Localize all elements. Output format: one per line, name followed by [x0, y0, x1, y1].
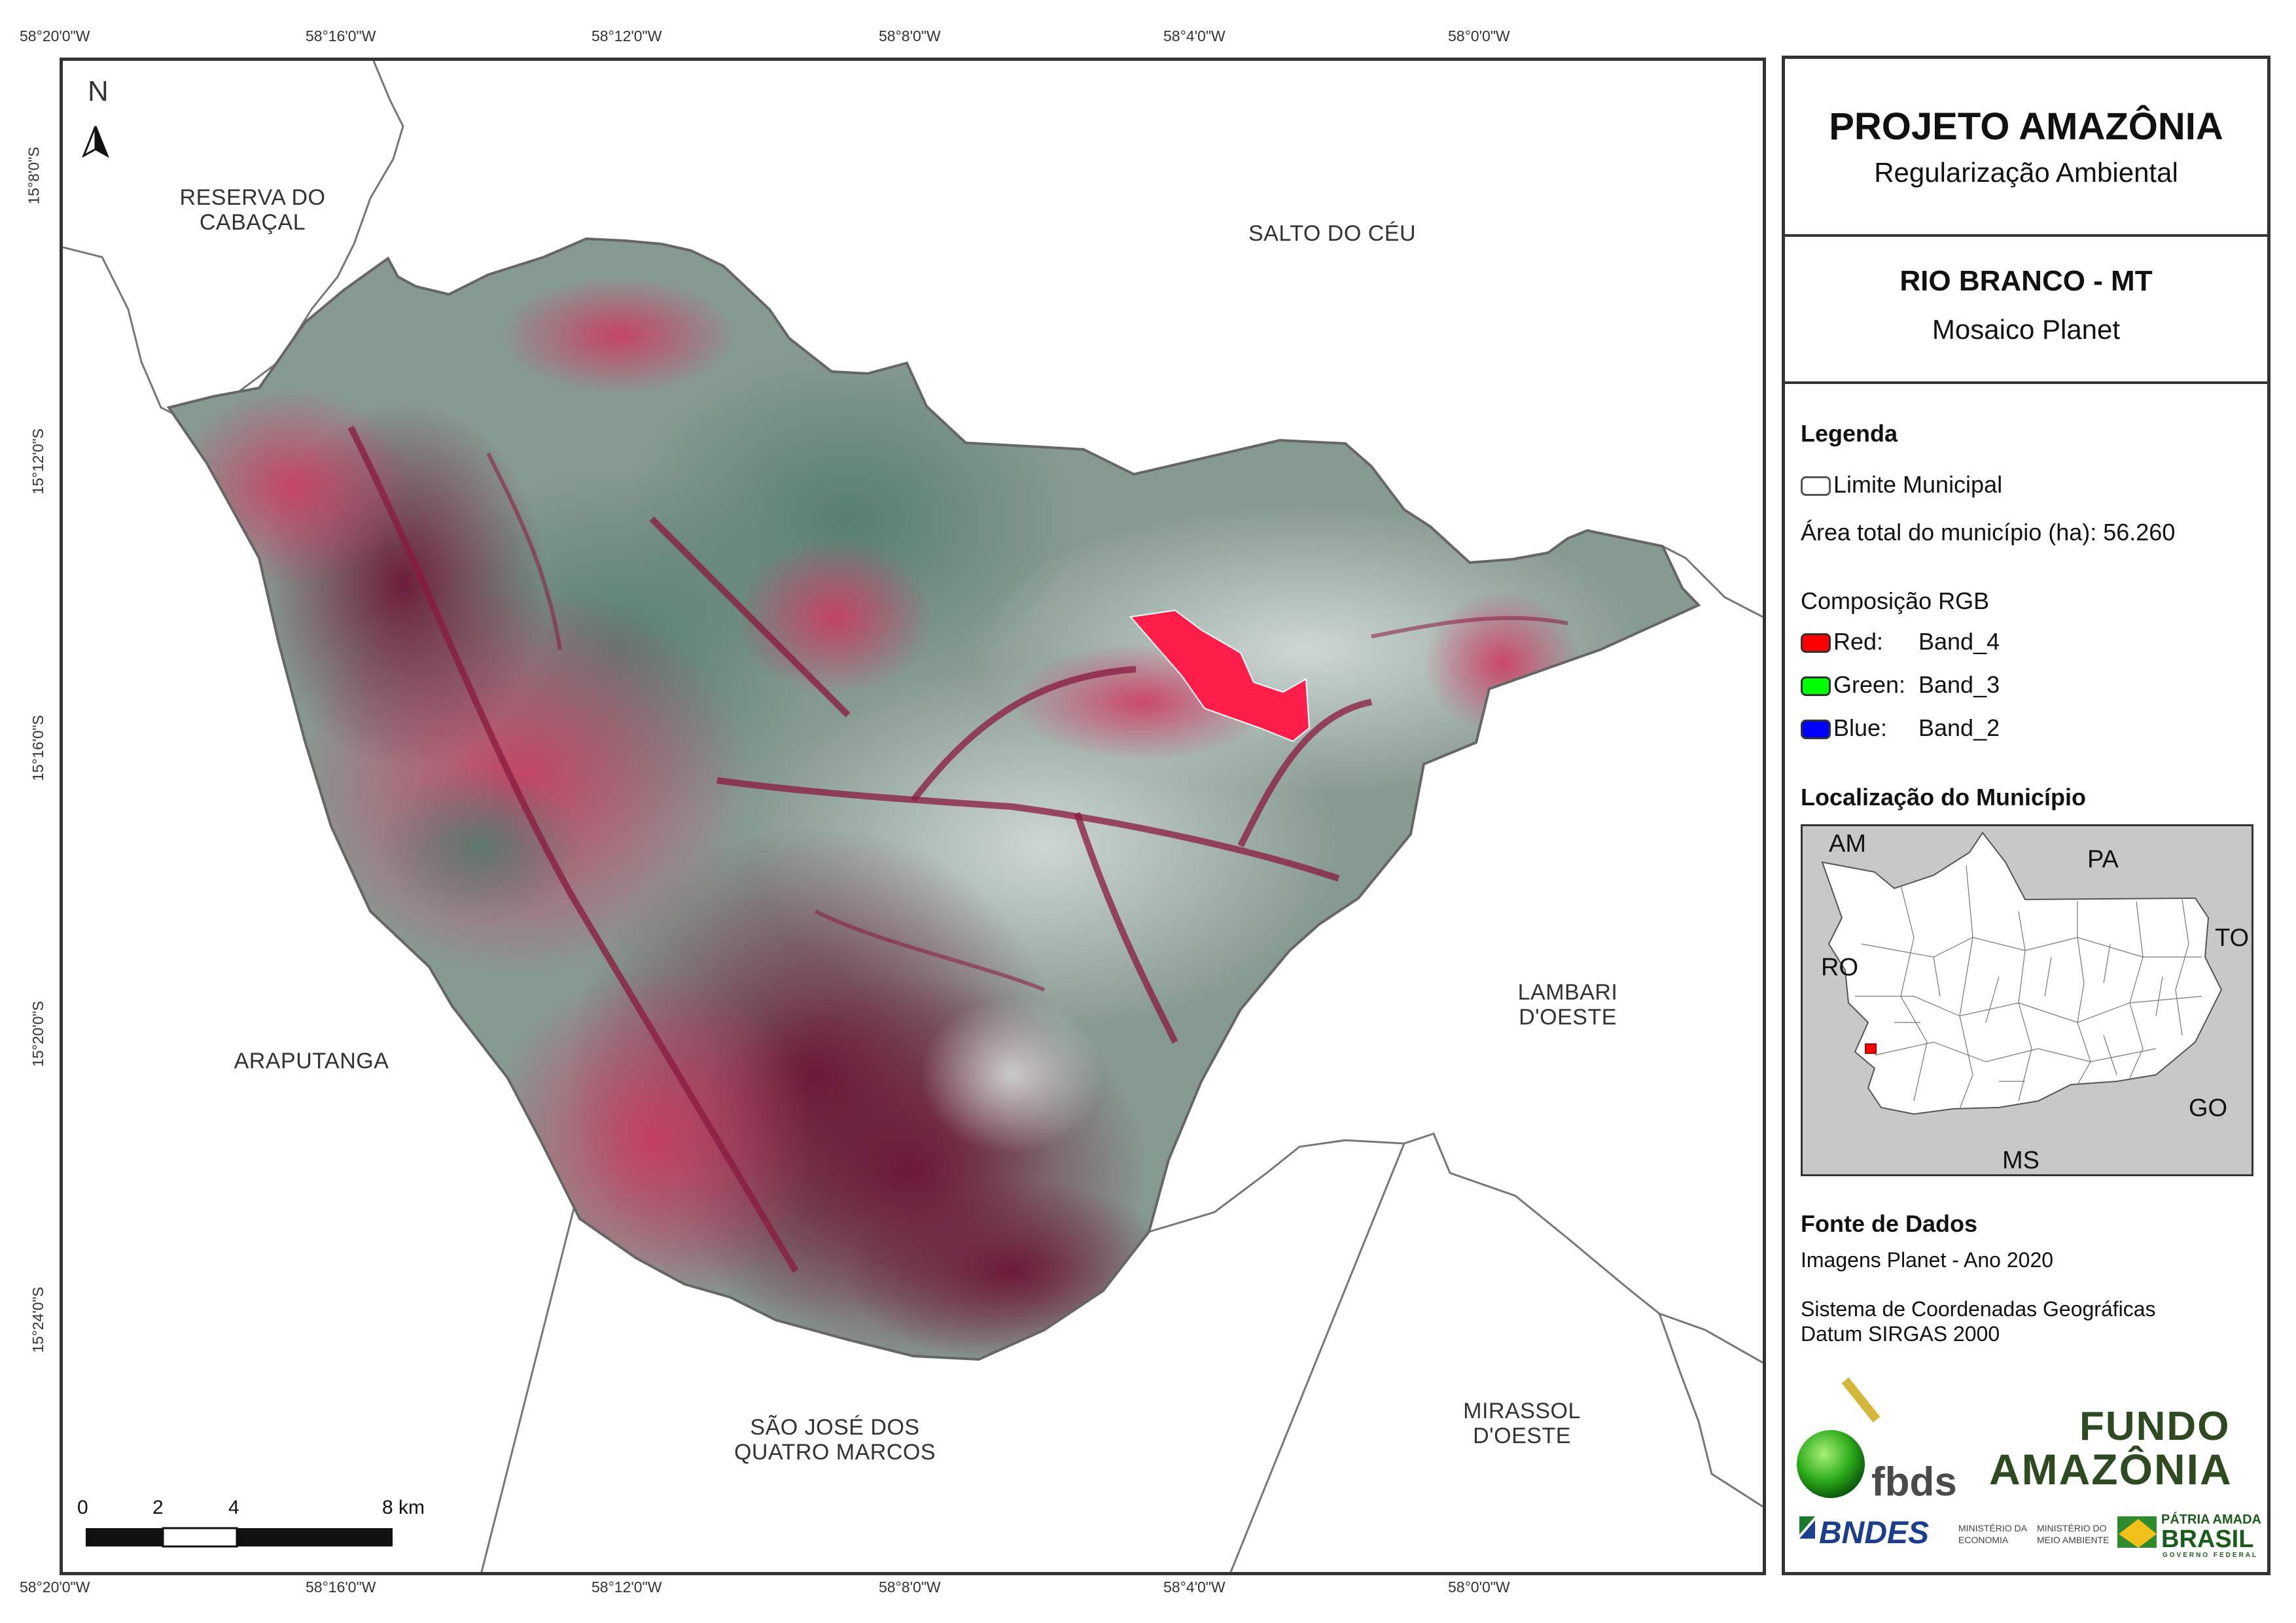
- tick-left-15-24: 15°24'0"S: [29, 1286, 47, 1353]
- north-arrow-label: N: [88, 75, 109, 107]
- legend-heading: Legenda: [1801, 420, 1898, 447]
- municipality-outline[interactable]: [166, 237, 1701, 1361]
- tick-left-15-12: 15°12'0"S: [29, 428, 47, 495]
- legend-limit-label: Limite Municipal: [1833, 471, 2003, 498]
- tick-bottom-58-12: 58°12'0"W: [592, 1579, 662, 1596]
- panel-subtitle: Regularização Ambiental: [1874, 157, 2178, 188]
- red-swatch: [1801, 633, 1831, 654]
- panel-divider: [1785, 381, 2267, 384]
- rgb-blue-band: Band_2: [1918, 714, 2000, 741]
- fbds-logo-text: fbds: [1871, 1459, 1957, 1505]
- legend-panel: PROJETO AMAZÔNIA Regularização Ambiental…: [1782, 56, 2270, 1575]
- tick-bottom-58-16: 58°16'0"W: [306, 1579, 376, 1596]
- rgb-green-band: Band_3: [1918, 671, 2000, 698]
- fundo-logo-line1: FUNDO: [2079, 1404, 2231, 1449]
- tick-bottom-58-0: 58°0'0"W: [1448, 1579, 1510, 1596]
- rgb-green-channel: Green:: [1833, 671, 1906, 698]
- limit-swatch: [1801, 476, 1831, 497]
- state-to: TO: [2215, 924, 2250, 952]
- scale-label-8km: 8 km: [382, 1497, 425, 1518]
- label-reserva-do-cabacal: RESERVA DO CABAÇAL: [179, 185, 326, 235]
- brasil-logo-line1: PÁTRIA AMADA: [2161, 1512, 2261, 1527]
- tick-bottom-58-20: 58°20'0"W: [20, 1579, 90, 1596]
- panel-title: PROJETO AMAZÔNIA: [1829, 105, 2223, 148]
- satellite-imagery: [169, 239, 1699, 1359]
- locator-map[interactable]: AM PA TO RO GO MS: [1801, 824, 2253, 1176]
- location-heading: Localização do Município: [1801, 784, 2087, 811]
- rgb-blue-channel: Blue:: [1833, 714, 1888, 741]
- crs-line-1: Sistema de Coordenadas Geográficas: [1801, 1297, 2156, 1321]
- legend-limit-item: Limite Municipal: [1801, 471, 2002, 498]
- tick-top-58-20: 58°20'0"W: [20, 27, 90, 44]
- tick-top-58-0: 58°0'0"W: [1448, 27, 1510, 44]
- municipal-boundaries: [63, 61, 1763, 1572]
- product-title: Mosaico Planet: [1932, 314, 2121, 345]
- label-araputanga: ARAPUTANGA: [234, 1049, 389, 1073]
- rgb-red-channel: Red:: [1833, 628, 1884, 655]
- rgb-red-band: Band_4: [1918, 628, 2000, 655]
- ministerio-economia-line2: ECONOMIA: [1958, 1535, 2009, 1545]
- tick-left-15-20: 15°20'0"S: [29, 1000, 47, 1068]
- fbds-logo-icon: [1797, 1377, 2157, 1548]
- tick-top-58-12: 58°12'0"W: [592, 27, 662, 44]
- tick-top-58-8: 58°8'0"W: [879, 27, 941, 44]
- north-arrow-icon: [82, 126, 109, 158]
- label-sao-jose-dos-quatro-marcos: SÃO JOSÉ DOS QUATRO MARCOS: [733, 1415, 936, 1465]
- fundo-logo-line2: AMAZÔNIA: [1989, 1445, 2233, 1493]
- area-text: Área total do município (ha): 56.260: [1801, 519, 2176, 546]
- tick-top-58-4: 58°4'0"W: [1163, 27, 1226, 44]
- location-marker-icon: [1865, 1043, 1877, 1054]
- locator-map-canvas: [1821, 831, 2223, 1115]
- map-canvas: [63, 61, 1763, 1572]
- state-ms: MS: [2002, 1147, 2040, 1174]
- green-swatch: [1801, 676, 1831, 697]
- scale-bar: [86, 1527, 393, 1548]
- bndes-logo: BNDES: [1819, 1516, 1930, 1550]
- tick-bottom-58-4: 58°4'0"W: [1163, 1579, 1226, 1596]
- scale-label-2: 2: [152, 1497, 164, 1518]
- rgb-green-item: Green: Band_3: [1801, 671, 2000, 699]
- tick-top-58-16: 58°16'0"W: [306, 27, 376, 44]
- label-salto-do-ceu: SALTO DO CÉU: [1248, 221, 1417, 246]
- ministerio-meio-ambiente-line2: MEIO AMBIENTE: [2037, 1535, 2110, 1545]
- tick-left-15-16: 15°16'0"S: [29, 714, 47, 782]
- state-pa: PA: [2087, 846, 2119, 873]
- ministerio-economia-line1: MINISTÉRIO DA: [1958, 1523, 2028, 1533]
- crs-line-2: Datum SIRGAS 2000: [1801, 1322, 2000, 1346]
- sources-line: Imagens Planet - Ano 2020: [1801, 1248, 2054, 1272]
- sources-heading: Fonte de Dados: [1801, 1210, 1978, 1237]
- state-ro: RO: [1821, 954, 1858, 981]
- scale-label-0: 0: [77, 1497, 88, 1518]
- tick-left-15-8: 15°8'0"S: [25, 147, 43, 205]
- brasil-logo-line2: BRASIL: [2161, 1526, 2254, 1553]
- rgb-blue-item: Blue: Band_2: [1801, 714, 2000, 742]
- panel-divider: [1785, 234, 2267, 237]
- state-am: AM: [1829, 830, 1866, 858]
- rgb-heading: Composição RGB: [1801, 587, 1990, 614]
- ministerio-meio-ambiente-line1: MINISTÉRIO DO: [2037, 1523, 2107, 1533]
- label-lambari-doeste: LAMBARI D'OESTE: [1517, 980, 1618, 1030]
- logos-area: fbds FUNDO AMAZÔNIA BNDES MINISTÉRIO DA …: [1785, 1367, 2267, 1570]
- scale-label-4: 4: [228, 1497, 239, 1518]
- state-go: GO: [2189, 1094, 2228, 1122]
- map-frame[interactable]: N RESERVA DO CABAÇAL SALTO DO CÉU ARAPUT…: [60, 58, 1766, 1575]
- highlight-parcel: [1131, 610, 1309, 741]
- rgb-red-item: Red: Band_4: [1801, 628, 2000, 655]
- tick-bottom-58-8: 58°8'0"W: [879, 1579, 941, 1596]
- municipality-title: RIO BRANCO - MT: [1899, 265, 2153, 297]
- blue-swatch: [1801, 720, 1831, 740]
- brasil-logo-line3: GOVERNO FEDERAL: [2163, 1552, 2259, 1559]
- label-mirassol-doeste: MIRASSOL D'OESTE: [1463, 1399, 1581, 1448]
